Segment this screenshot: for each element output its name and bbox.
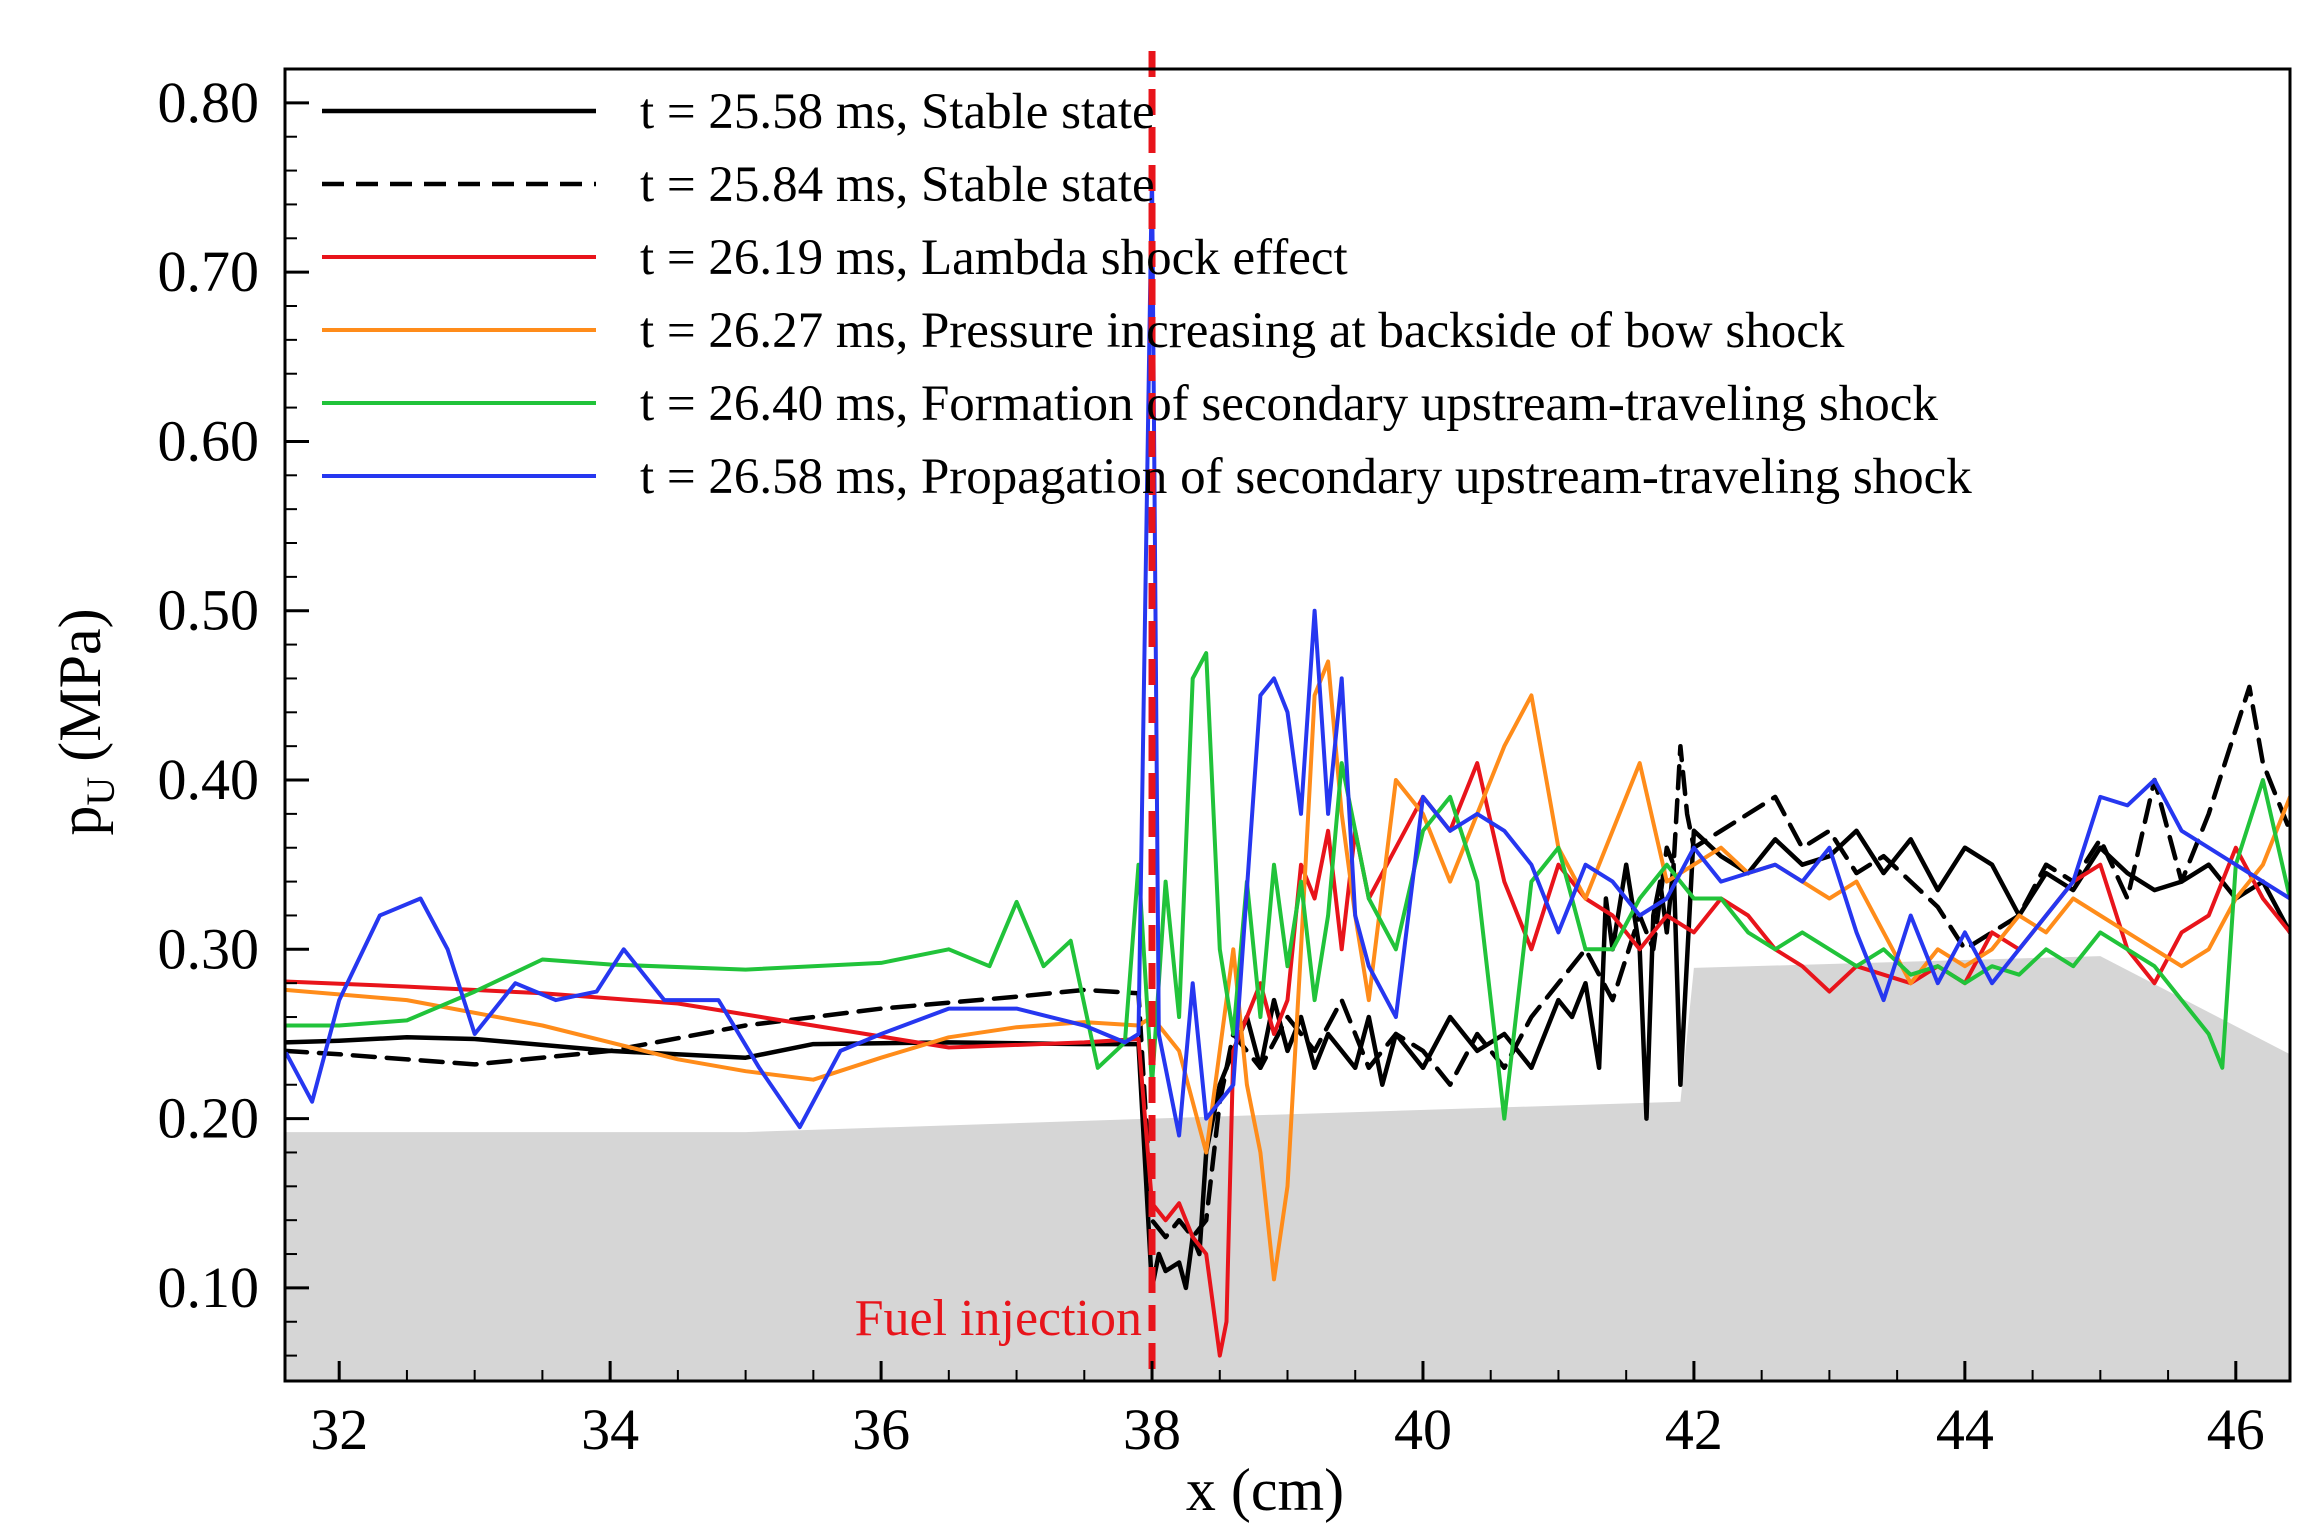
y-tick-label: 0.20 [158,1086,260,1151]
legend-label: t = 26.27 ms, Pressure increasing at bac… [640,303,1845,359]
fuel-injection-label: Fuel injection [855,1290,1142,1347]
series-line-5 [285,651,2290,1121]
y-axis-label: pU (MPa) [47,608,123,835]
legend-label: t = 25.58 ms, Stable state [640,84,1155,140]
y-tick-label: 0.60 [158,408,260,473]
x-tick-label: 38 [1123,1397,1181,1462]
y-tick-label: 0.40 [158,747,260,812]
legend-label: t = 26.40 ms, Formation of secondary ups… [640,376,1938,432]
series-line-6 [285,168,2290,1138]
y-axis-label-sub: U [78,777,123,806]
y-axis-label-unit: (MPa) [47,608,113,776]
axis-ticks: 32 34 36 38 40 42 44 46 0.10 0.20 0.30 0.40 0.50 0.60… [158,70,2265,1462]
y-axis-label-main: p [47,806,113,836]
legend-label: t = 26.19 ms, Lambda shock effect [640,230,1348,286]
series-line-4 [285,659,2290,1282]
x-tick-label: 40 [1394,1397,1452,1462]
y-tick-label: 0.70 [158,239,260,304]
series-line-1 [285,828,2290,1291]
series-line-2 [285,684,2290,1240]
y-tick-label: 0.10 [158,1255,260,1320]
x-tick-label: 42 [1665,1397,1723,1462]
y-tick-label: 0.30 [158,916,260,981]
series-layer [285,168,2290,1358]
legend: t = 25.58 ms, Stable state t = 25.84 ms, … [322,84,1972,505]
x-tick-label: 44 [1936,1397,1994,1462]
x-tick-label: 46 [2207,1397,2265,1462]
plot-area [285,168,2290,1381]
x-tick-label: 34 [581,1397,639,1462]
y-tick-label: 0.80 [158,70,260,135]
x-tick-label: 32 [310,1397,368,1462]
legend-label: t = 26.58 ms, Propagation of secondary u… [640,449,1972,505]
x-axis-label: x (cm) [1186,1457,1344,1523]
x-tick-label: 36 [852,1397,910,1462]
legend-label: t = 25.84 ms, Stable state [640,157,1155,213]
y-tick-label: 0.50 [158,578,260,643]
